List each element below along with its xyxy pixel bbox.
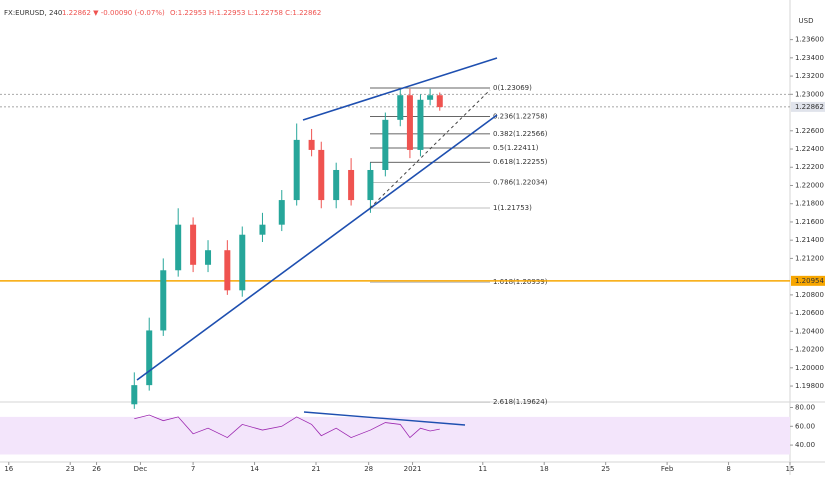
candle-body [190, 224, 197, 265]
candle-body [348, 169, 355, 201]
price-marker-box [791, 275, 825, 286]
symbol: FX:EURUSD, 240 [4, 9, 62, 17]
candle-body [224, 250, 231, 291]
x-tick-label: 2021 [404, 465, 422, 473]
candle-body [436, 95, 443, 108]
x-tick-label: 11 [478, 465, 487, 473]
trend-line [136, 114, 498, 381]
candle-body [278, 200, 285, 225]
y-tick-label: 1.21600 [795, 218, 824, 226]
y-tick-label: 1.20600 [795, 309, 824, 317]
x-tick-label: 25 [601, 465, 610, 473]
fib-label: 0.382(1.22566) [493, 130, 548, 138]
fib-label: 2.618(1.19624) [493, 398, 548, 406]
x-tick-label: 8 [726, 465, 730, 473]
y-tick-label: 1.22400 [795, 145, 824, 153]
y-tick-label: 1.21200 [795, 254, 824, 262]
candle-body [333, 169, 340, 201]
rsi-band [0, 416, 790, 455]
fib-label: 0(1.23069) [493, 84, 532, 92]
y-tick-label: 1.20000 [795, 364, 824, 372]
x-tick-label: 26 [92, 465, 101, 473]
fib-label: 0.618(1.22255) [493, 158, 548, 166]
rsi-line [134, 414, 440, 439]
y-tick-label: 1.19800 [795, 382, 824, 390]
candle-body [131, 385, 138, 405]
candle-body [308, 139, 315, 150]
x-tick-label: 15 [786, 465, 795, 473]
y-tick-label: 1.21400 [795, 236, 824, 244]
y-tick-label: 1.22000 [795, 181, 824, 189]
y-tick-label: 80.00 [795, 404, 815, 412]
price-marker-label: 1.20954 [795, 277, 824, 285]
x-tick-label: Feb [661, 465, 674, 473]
x-tick-label: Dec [134, 465, 148, 473]
candle-body [205, 250, 212, 265]
y-tick-label: 1.21800 [795, 200, 824, 208]
y-tick-label: 1.20200 [795, 346, 824, 354]
candle-body [318, 149, 325, 201]
y-tick-label: 1.23600 [795, 36, 824, 44]
ohlc: O:1.22953 H:1.22953 L:1.22758 C:1.22862 [170, 9, 321, 17]
fib-label: 0.786(1.22034) [493, 178, 548, 186]
candle-body [160, 270, 167, 331]
candle-body [417, 99, 424, 150]
x-tick-label: 21 [312, 465, 321, 473]
candle-body [175, 224, 182, 271]
candle-body [293, 139, 300, 201]
candle-body [259, 224, 266, 235]
fib-label: 0.5(1.22411) [493, 144, 539, 152]
x-tick-label: 16 [4, 465, 13, 473]
x-tick-label: 14 [250, 465, 259, 473]
fib-label: 1.618(1.20939) [493, 278, 548, 286]
price-marker-box [791, 101, 825, 112]
y-tick-label: 1.20400 [795, 327, 824, 335]
y-tick-label: 1.23200 [795, 72, 824, 80]
candle-body [146, 330, 153, 386]
y-tick-label: 1.22600 [795, 127, 824, 135]
y-tick-label: 60.00 [795, 422, 815, 430]
plot: 1.23600 1.23400 1.23200 1.23000 1.22600 1.224… [0, 36, 825, 473]
price-change: 1.22862 ▼ -0.00090 (-0.07%) [62, 9, 165, 17]
rsi-divergence-line [303, 411, 466, 426]
x-tick-label: 23 [66, 465, 75, 473]
y-tick-label: 1.20800 [795, 291, 824, 299]
candle-body [382, 119, 389, 170]
fib-label: 0.236(1.22758) [493, 112, 548, 120]
x-tick-label: 7 [191, 465, 195, 473]
fib-label: 1(1.21753) [493, 204, 532, 212]
currency: USD [799, 17, 814, 25]
x-tick-label: 28 [364, 465, 373, 473]
price-marker-label: 1.22862 [795, 103, 824, 111]
fib-trend [369, 89, 491, 209]
candle-body [406, 95, 413, 150]
y-tick-label: 1.23000 [795, 90, 824, 98]
candle-body [397, 95, 404, 120]
y-tick-label: 1.22200 [795, 163, 824, 171]
candle-body [427, 95, 434, 100]
y-tick-label: 40.00 [795, 441, 815, 449]
y-tick-label: 1.23400 [795, 54, 824, 62]
candle-body [239, 234, 246, 291]
candle-body [367, 169, 374, 201]
trend-line [302, 57, 498, 121]
x-tick-label: 18 [540, 465, 549, 473]
